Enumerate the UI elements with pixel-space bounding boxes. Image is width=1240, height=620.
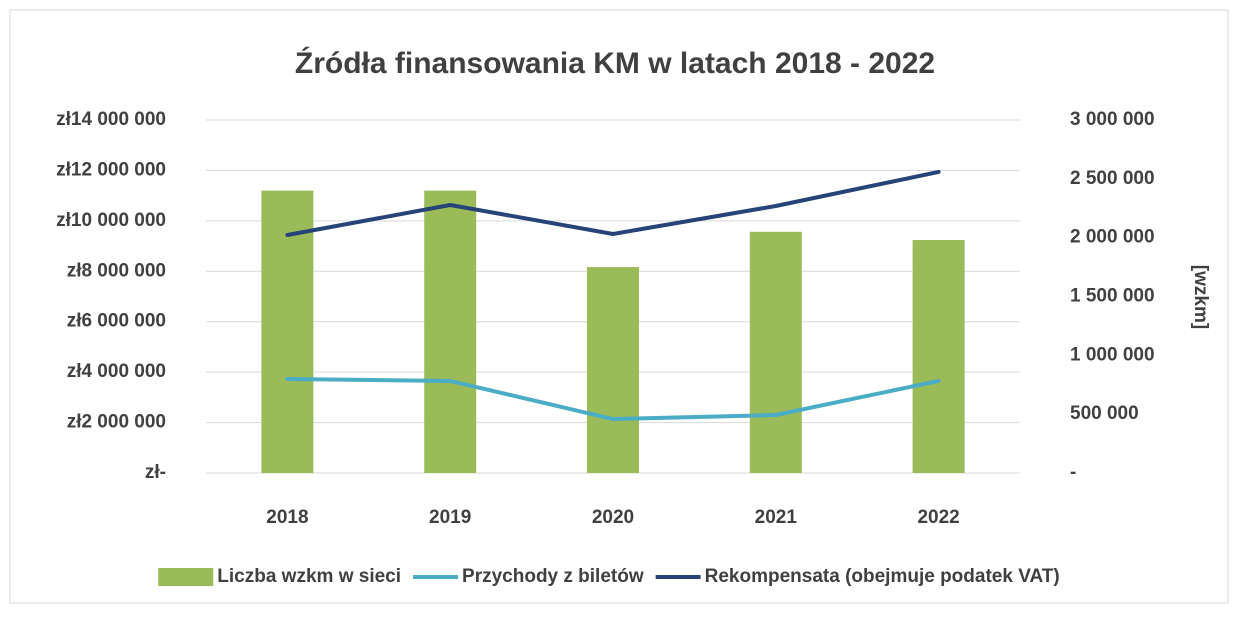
y-tick-label: zł6 000 000 [67, 311, 166, 332]
legend-label: Przychody z biletów [462, 566, 644, 587]
y2-tick-label: 2 000 000 [1070, 227, 1155, 248]
legend-swatch [158, 568, 214, 586]
x-tick-label: 2020 [592, 507, 634, 528]
y2-tick-label: 1 000 000 [1070, 344, 1155, 365]
x-tick-label: 2018 [266, 507, 308, 528]
x-tick-label: 2022 [917, 507, 959, 528]
y-tick-label: zł12 000 000 [56, 159, 166, 180]
y2-tick-label: 1 500 000 [1070, 286, 1155, 307]
bar [261, 190, 314, 473]
y-tick-label: zł- [145, 462, 166, 483]
x-tick-label: 2019 [429, 507, 471, 528]
y-tick-label: zł4 000 000 [67, 361, 166, 382]
y-tick-label: zł14 000 000 [56, 109, 166, 130]
line [285, 376, 941, 422]
y2-tick-label: 500 000 [1070, 403, 1139, 424]
bar [912, 240, 965, 473]
legend-label: Liczba wzkm w sieci [217, 566, 401, 587]
y-tick-label: zł10 000 000 [56, 210, 166, 231]
line [285, 169, 941, 237]
y-tick-label: zł2 000 000 [67, 412, 166, 433]
bar [424, 190, 477, 473]
legend-label: Rekompensata (obejmuje podatek VAT) [705, 566, 1060, 587]
y2-tick-label: - [1070, 462, 1076, 483]
bar [587, 267, 639, 473]
bar [749, 231, 802, 473]
y2-tick-label: 2 500 000 [1070, 168, 1155, 189]
chart-title: Źródła finansowania KM w latach 2018 - 2… [295, 46, 935, 80]
y2-axis-label: [wzkm] [1190, 265, 1211, 329]
y2-tick-label: 3 000 000 [1070, 109, 1155, 130]
x-tick-label: 2021 [755, 507, 798, 528]
y-tick-label: zł8 000 000 [67, 260, 166, 281]
